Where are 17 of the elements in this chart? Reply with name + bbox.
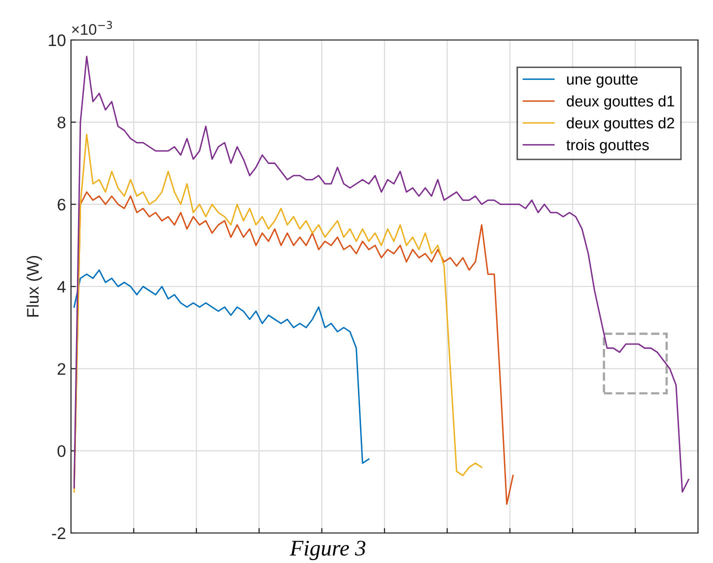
- y-tick-label: 6: [58, 198, 66, 211]
- y-tick-label: 4: [57, 281, 66, 293]
- legend-label: deux gouttes d2: [566, 117, 674, 132]
- legend-label: une goutte: [567, 74, 638, 88]
- y-tick-label: -2: [52, 527, 66, 540]
- legend-label: deux gouttes d1: [566, 95, 674, 110]
- y-tick-label: 0: [58, 445, 66, 458]
- line-series: [73, 269, 370, 464]
- caption: Figure 3: [290, 540, 366, 560]
- text: ×10$^{−3}$: [72, 20, 112, 35]
- y-axis-title: Flux (W): [26, 256, 42, 317]
- y-tick-label: 2: [58, 363, 66, 375]
- y-tick-label: 10: [48, 34, 66, 46]
- y-tick-label: 8: [58, 116, 66, 128]
- legend-label: trois gouttes: [566, 139, 649, 154]
- line-series: [73, 56, 690, 493]
- line-series: [73, 134, 482, 493]
